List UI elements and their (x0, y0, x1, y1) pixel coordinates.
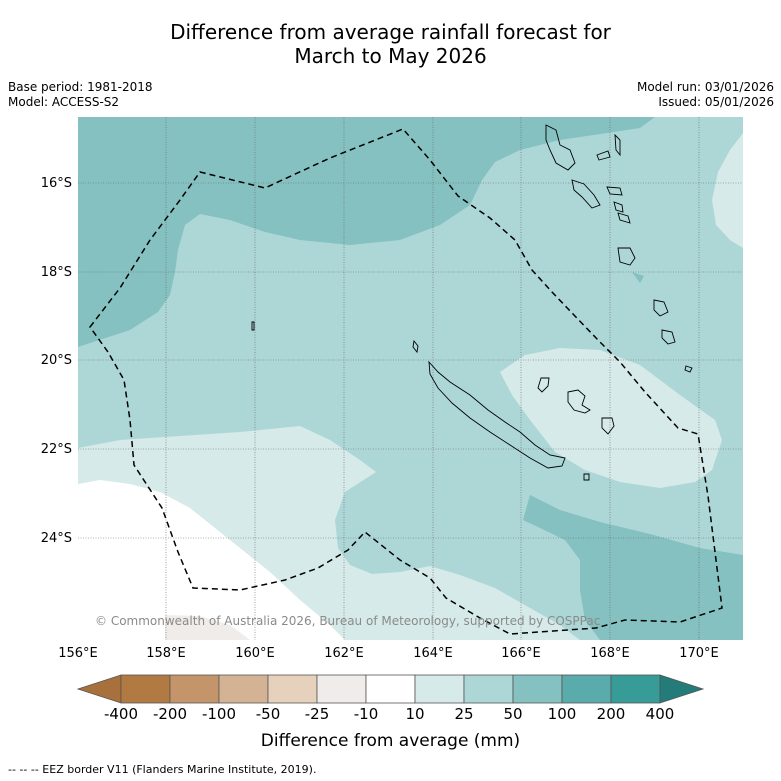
isle-of-pines (583, 473, 590, 481)
colorbar-tick-label: 200 (596, 705, 626, 723)
chesterfield-islet (251, 321, 255, 331)
coastlines (251, 124, 693, 481)
colorbar-tick-label: -25 (304, 705, 330, 723)
lat-label-18s: 18°S (40, 265, 72, 280)
colorbar-tick-label: -10 (353, 705, 379, 723)
new-caledonia-mainland (428, 360, 566, 469)
lon-label-156e: 156°E (58, 646, 98, 661)
region-minus25-minus10 (165, 615, 250, 640)
title-line-2: March to May 2026 (294, 44, 487, 68)
vanuatu-ambae (596, 150, 611, 161)
belep-islands (412, 339, 419, 354)
colorbar-tick-label: -400 (103, 705, 139, 723)
region-50-100-south-east (523, 495, 743, 640)
vanuatu-epi (613, 201, 624, 213)
lon-label-158e: 158°E (146, 646, 186, 661)
vanuatu-tanna (661, 329, 676, 345)
gridlines (78, 117, 743, 640)
mare-island (567, 389, 591, 414)
lifou-island (537, 377, 550, 393)
lat-label-24s: 24°S (40, 531, 72, 546)
colorbar-tick-label: 10 (405, 705, 425, 723)
vanuatu-aneityum (684, 365, 693, 373)
colorbar-tick-label: 400 (645, 705, 675, 723)
title-line-1: Difference from average rainfall forecas… (170, 20, 611, 44)
lon-label-164e: 164°E (413, 646, 453, 661)
lon-label-162e: 162°E (324, 646, 364, 661)
region-50-100-north (78, 117, 655, 347)
colorbar-tick-label: 25 (454, 705, 474, 723)
colorbar-tick-label: 50 (503, 705, 523, 723)
colorbar-tick-label: -50 (255, 705, 281, 723)
tiga-island (601, 417, 615, 435)
region-minus10-10 (78, 480, 345, 640)
vanuatu-malakula (571, 179, 601, 209)
map-title: Difference from average rainfall forecas… (0, 20, 781, 68)
eez-border (89, 128, 723, 635)
model-name: Model: ACCESS-S2 (8, 95, 120, 109)
vanuatu-ambrym (606, 186, 623, 196)
vanuatu-maewo (614, 133, 621, 157)
vanuatu-shepherds (617, 212, 631, 224)
base-period: Base period: 1981-2018 (8, 80, 153, 94)
lon-label-160e: 160°E (235, 646, 275, 661)
lon-label-170e: 170°E (679, 646, 719, 661)
lat-label-22s: 22°S (40, 442, 72, 457)
meta-left: Base period: 1981-2018 Model: ACCESS-S2 (8, 80, 153, 110)
lon-label-168e: 168°E (590, 646, 630, 661)
meta-right: Model run: 03/01/2026 Issued: 05/01/2026 (637, 80, 774, 110)
colorbar-tick-label: 100 (547, 705, 577, 723)
colorbar-tick-label: -200 (152, 705, 188, 723)
colorbar-tick-label: -100 (201, 705, 237, 723)
lat-label-20s: 20°S (40, 353, 72, 368)
model-run: Model run: 03/01/2026 (636, 80, 774, 94)
lon-label-166e: 166°E (501, 646, 541, 661)
eez-footnote: -- -- -- EEZ border V11 (Flanders Marine… (8, 763, 317, 776)
vanuatu-efate (617, 247, 636, 266)
issued-date: Issued: 05/01/2026 (658, 95, 774, 109)
vanuatu-erromango (653, 299, 669, 317)
lat-label-16s: 16°S (40, 176, 72, 191)
colorbar-label: Difference from average (mm) (260, 731, 521, 751)
region-50-100-patch (632, 272, 644, 283)
vanuatu-espiritu-santo (545, 124, 576, 171)
copyright-credit: © Commonwealth of Australia 2026, Bureau… (95, 614, 601, 628)
region-10-25-far-east (712, 133, 743, 248)
